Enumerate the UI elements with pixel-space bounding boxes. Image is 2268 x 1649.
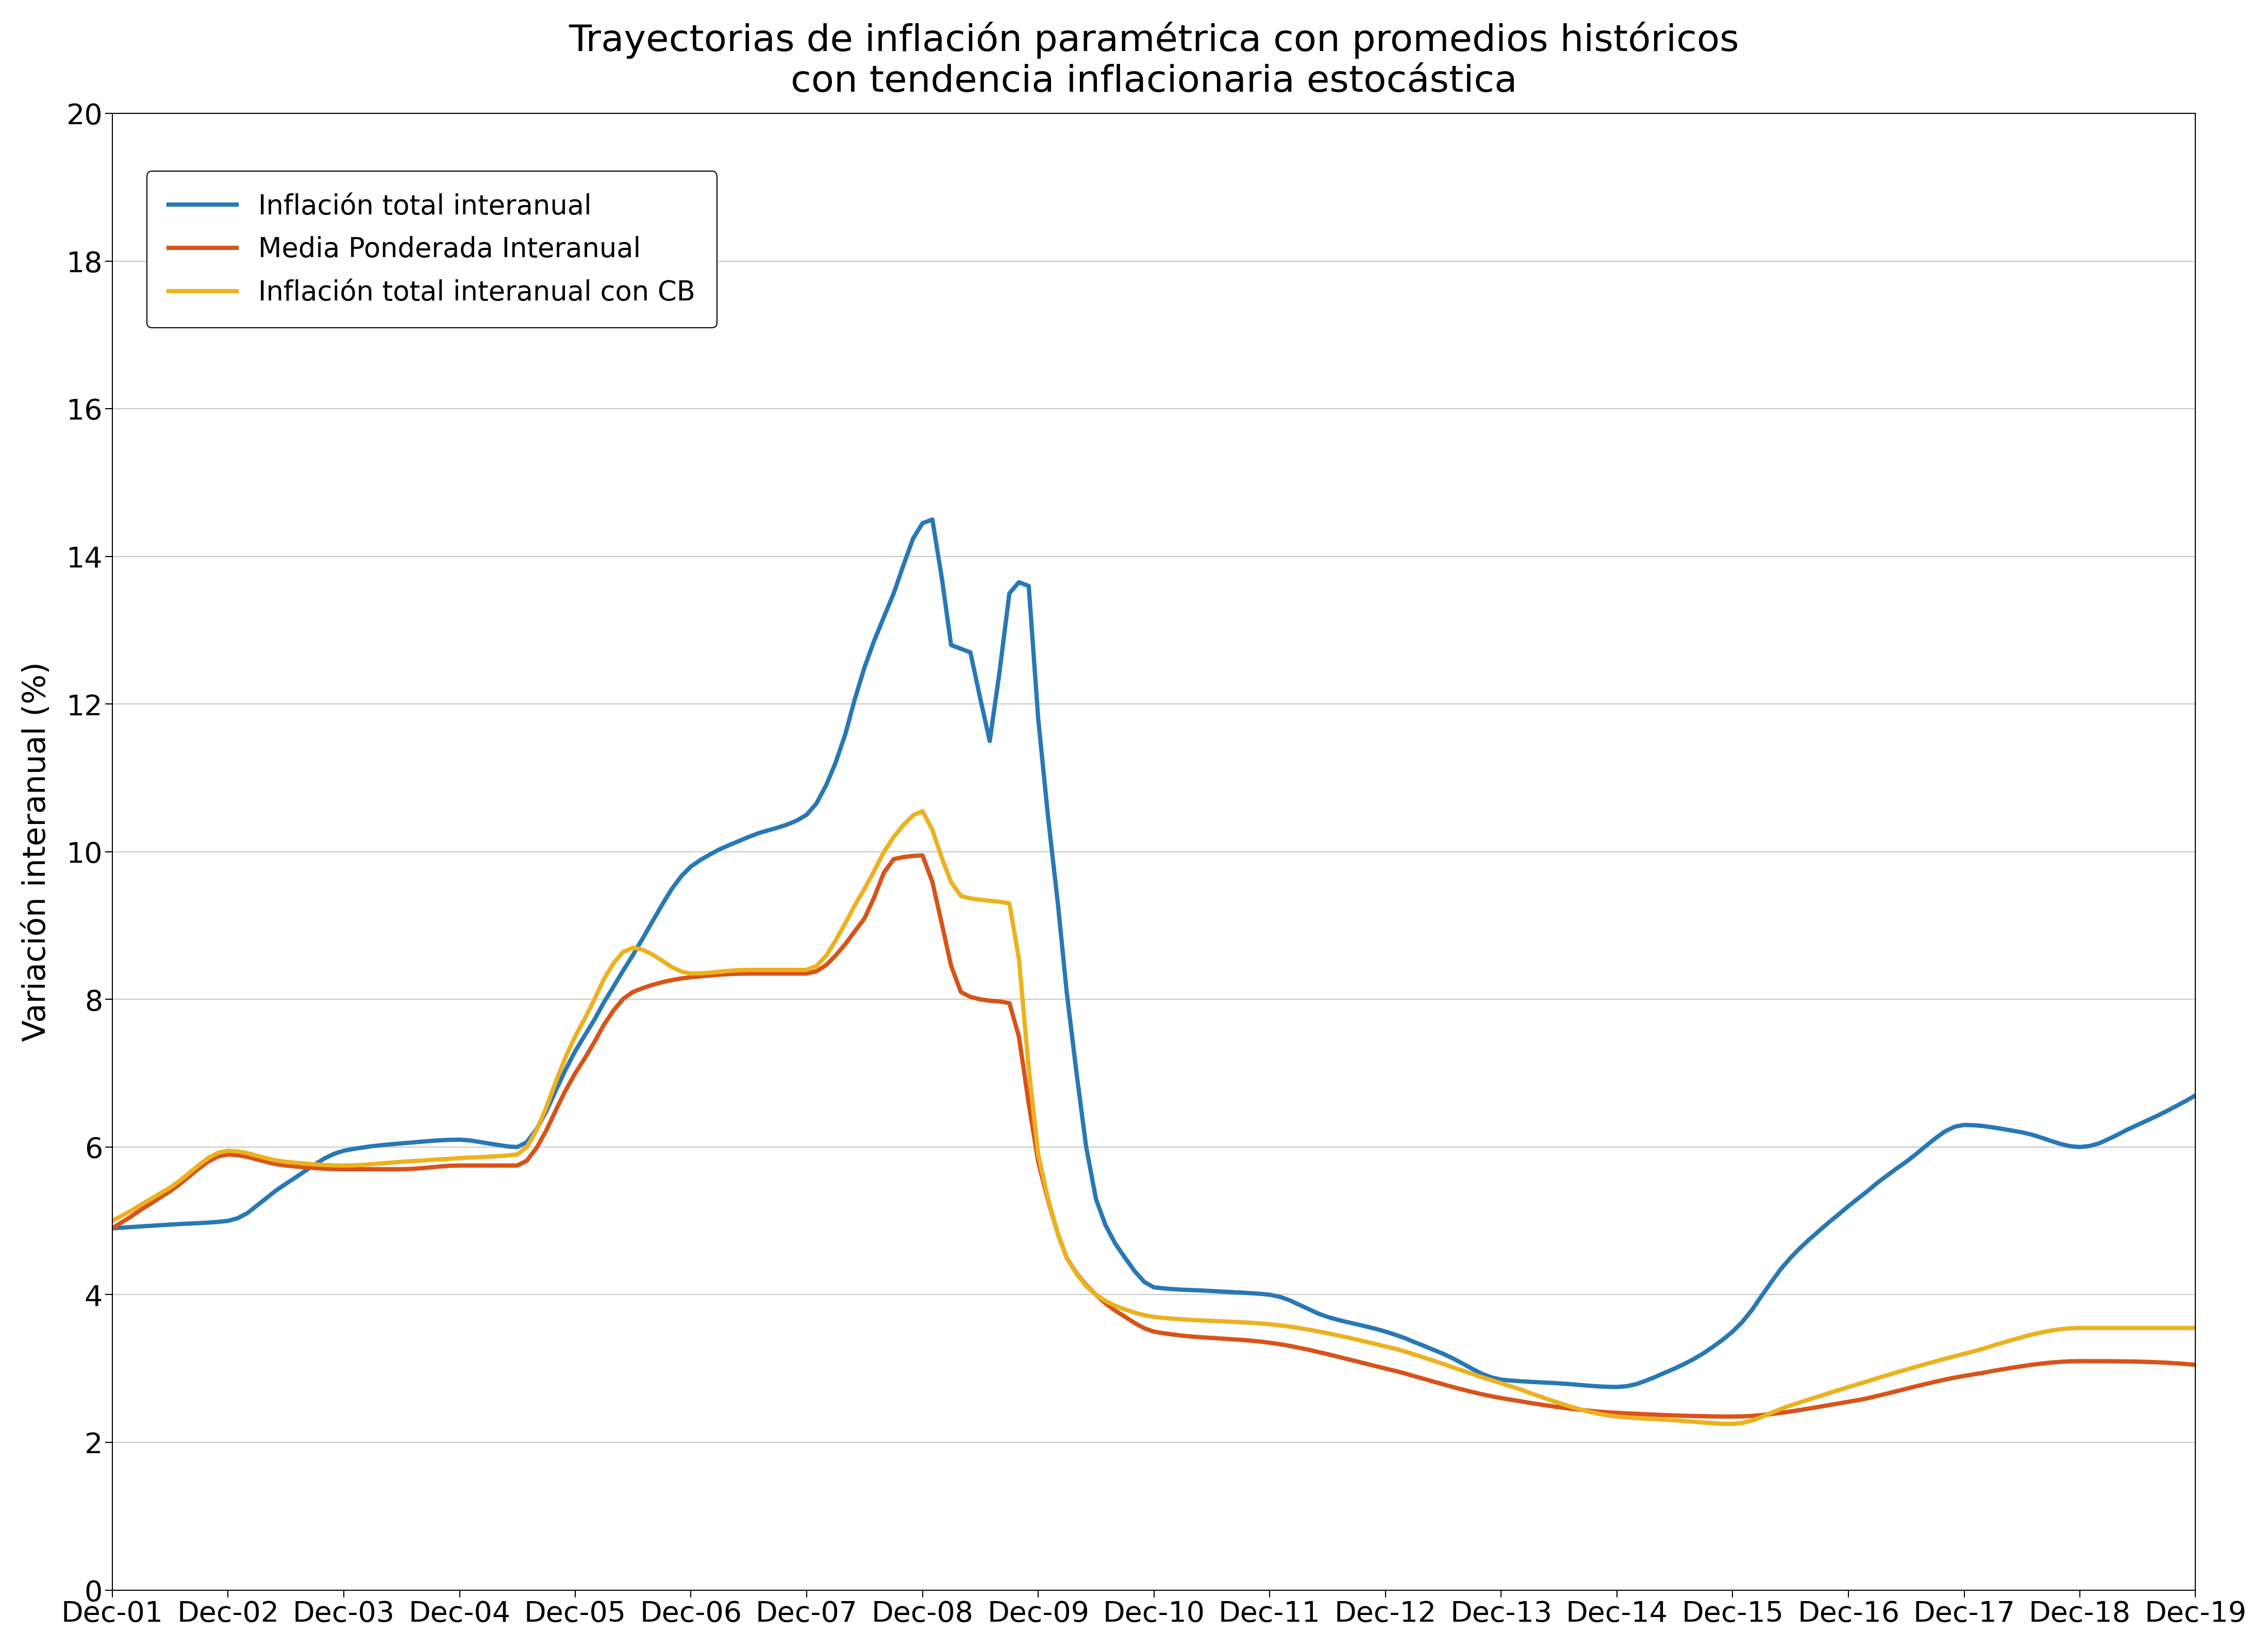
Y-axis label: Variación interanual (%): Variación interanual (%) (20, 661, 52, 1042)
Legend: Inflación total interanual, Media Ponderada Interanual, Inflación total interanu: Inflación total interanual, Media Ponder… (147, 171, 717, 328)
Line: Media Ponderada Interanual: Media Ponderada Interanual (113, 856, 2195, 1416)
Line: Inflación total interanual con CB: Inflación total interanual con CB (113, 811, 2195, 1425)
Title: Trayectorias de inflación paramétrica con promedios históricos
con tendencia inf: Trayectorias de inflación paramétrica co… (569, 21, 1740, 99)
Line: Inflación total interanual: Inflación total interanual (113, 519, 2195, 1387)
